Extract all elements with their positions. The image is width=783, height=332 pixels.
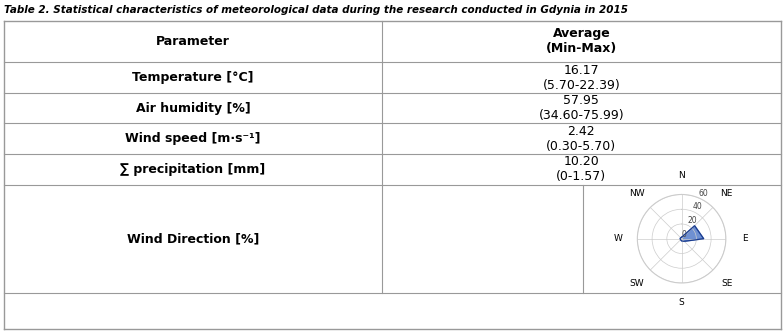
Text: Temperature [°C]: Temperature [°C]: [132, 71, 254, 84]
Text: ∑ precipitation [mm]: ∑ precipitation [mm]: [121, 163, 265, 176]
Text: Air humidity [%]: Air humidity [%]: [135, 102, 251, 115]
Text: 10.20
(0-1.57): 10.20 (0-1.57): [556, 155, 607, 184]
Polygon shape: [680, 226, 704, 241]
Text: 16.17
(5.70-22.39): 16.17 (5.70-22.39): [543, 63, 620, 92]
Text: Average
(Min-Max): Average (Min-Max): [546, 27, 617, 55]
Text: Table 2. Statistical characteristics of meteorological data during the research : Table 2. Statistical characteristics of …: [4, 5, 628, 15]
Text: Wind speed [m·s⁻¹]: Wind speed [m·s⁻¹]: [125, 132, 261, 145]
Text: 2.42
(0.30-5.70): 2.42 (0.30-5.70): [547, 125, 616, 153]
Text: Wind Direction [%]: Wind Direction [%]: [127, 232, 259, 245]
Text: Parameter: Parameter: [156, 35, 230, 48]
Text: 57.95
(34.60-75.99): 57.95 (34.60-75.99): [539, 94, 624, 122]
